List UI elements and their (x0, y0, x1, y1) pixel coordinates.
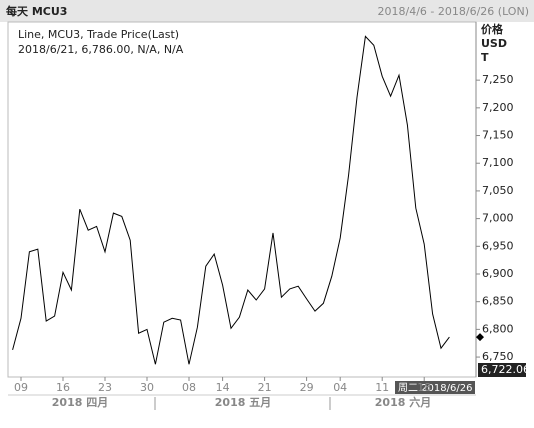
x-tick-label: 14 (216, 381, 230, 394)
legend-line: 2018/6/21, 6,786.00, N/A, N/A (18, 43, 184, 56)
x-tick-label: 21 (258, 381, 272, 394)
date-range: 2018/4/6 - 2018/6/26 (LON) (378, 5, 529, 18)
y-tick-label: 6,900 (482, 267, 514, 280)
y-tick-label: 6,750 (482, 350, 514, 363)
month-label: 2018 六月 (375, 395, 431, 409)
x-tick-label: 11 (375, 381, 389, 394)
y-axis-label: USD (481, 37, 507, 50)
chart-title: 每天 MCU3 (6, 4, 67, 18)
x-tick-label: 23 (98, 381, 112, 394)
cursor-date: 周二 2018/6/26 (398, 382, 472, 394)
y-tick-label: 6,800 (482, 322, 514, 335)
header-bar (0, 0, 534, 22)
y-axis-label: T (481, 51, 489, 64)
price-line (12, 35, 450, 365)
last-price: 6,722.06 (481, 363, 530, 376)
x-tick-label: 09 (14, 381, 28, 394)
legend-line: Line, MCU3, Trade Price(Last) (18, 28, 179, 41)
x-tick-label: 04 (333, 381, 347, 394)
y-tick-label: 6,850 (482, 295, 514, 308)
month-label: 2018 五月 (215, 396, 271, 409)
y-tick-label: 7,050 (482, 184, 514, 197)
y-tick-label: 7,150 (482, 129, 514, 142)
last-price-box (478, 363, 526, 377)
y-tick-label: 7,250 (482, 73, 514, 86)
x-tick-label: 18 (417, 381, 431, 394)
x-tick-label: 16 (56, 381, 70, 394)
y-axis-label: 价格 (481, 22, 504, 36)
last-value-marker (476, 333, 484, 342)
y-tick-label: 7,200 (482, 101, 514, 114)
cursor-date-box (395, 381, 475, 394)
y-tick-label: 7,100 (482, 156, 514, 169)
x-tick-label: 29 (300, 381, 314, 394)
x-tick-label: 30 (140, 381, 154, 394)
month-label: 2018 四月 (52, 396, 108, 409)
plot-area (7, 21, 477, 378)
y-tick-label: 7,000 (482, 212, 514, 225)
x-tick-label: 08 (182, 381, 196, 394)
y-tick-label: 6,950 (482, 239, 514, 252)
